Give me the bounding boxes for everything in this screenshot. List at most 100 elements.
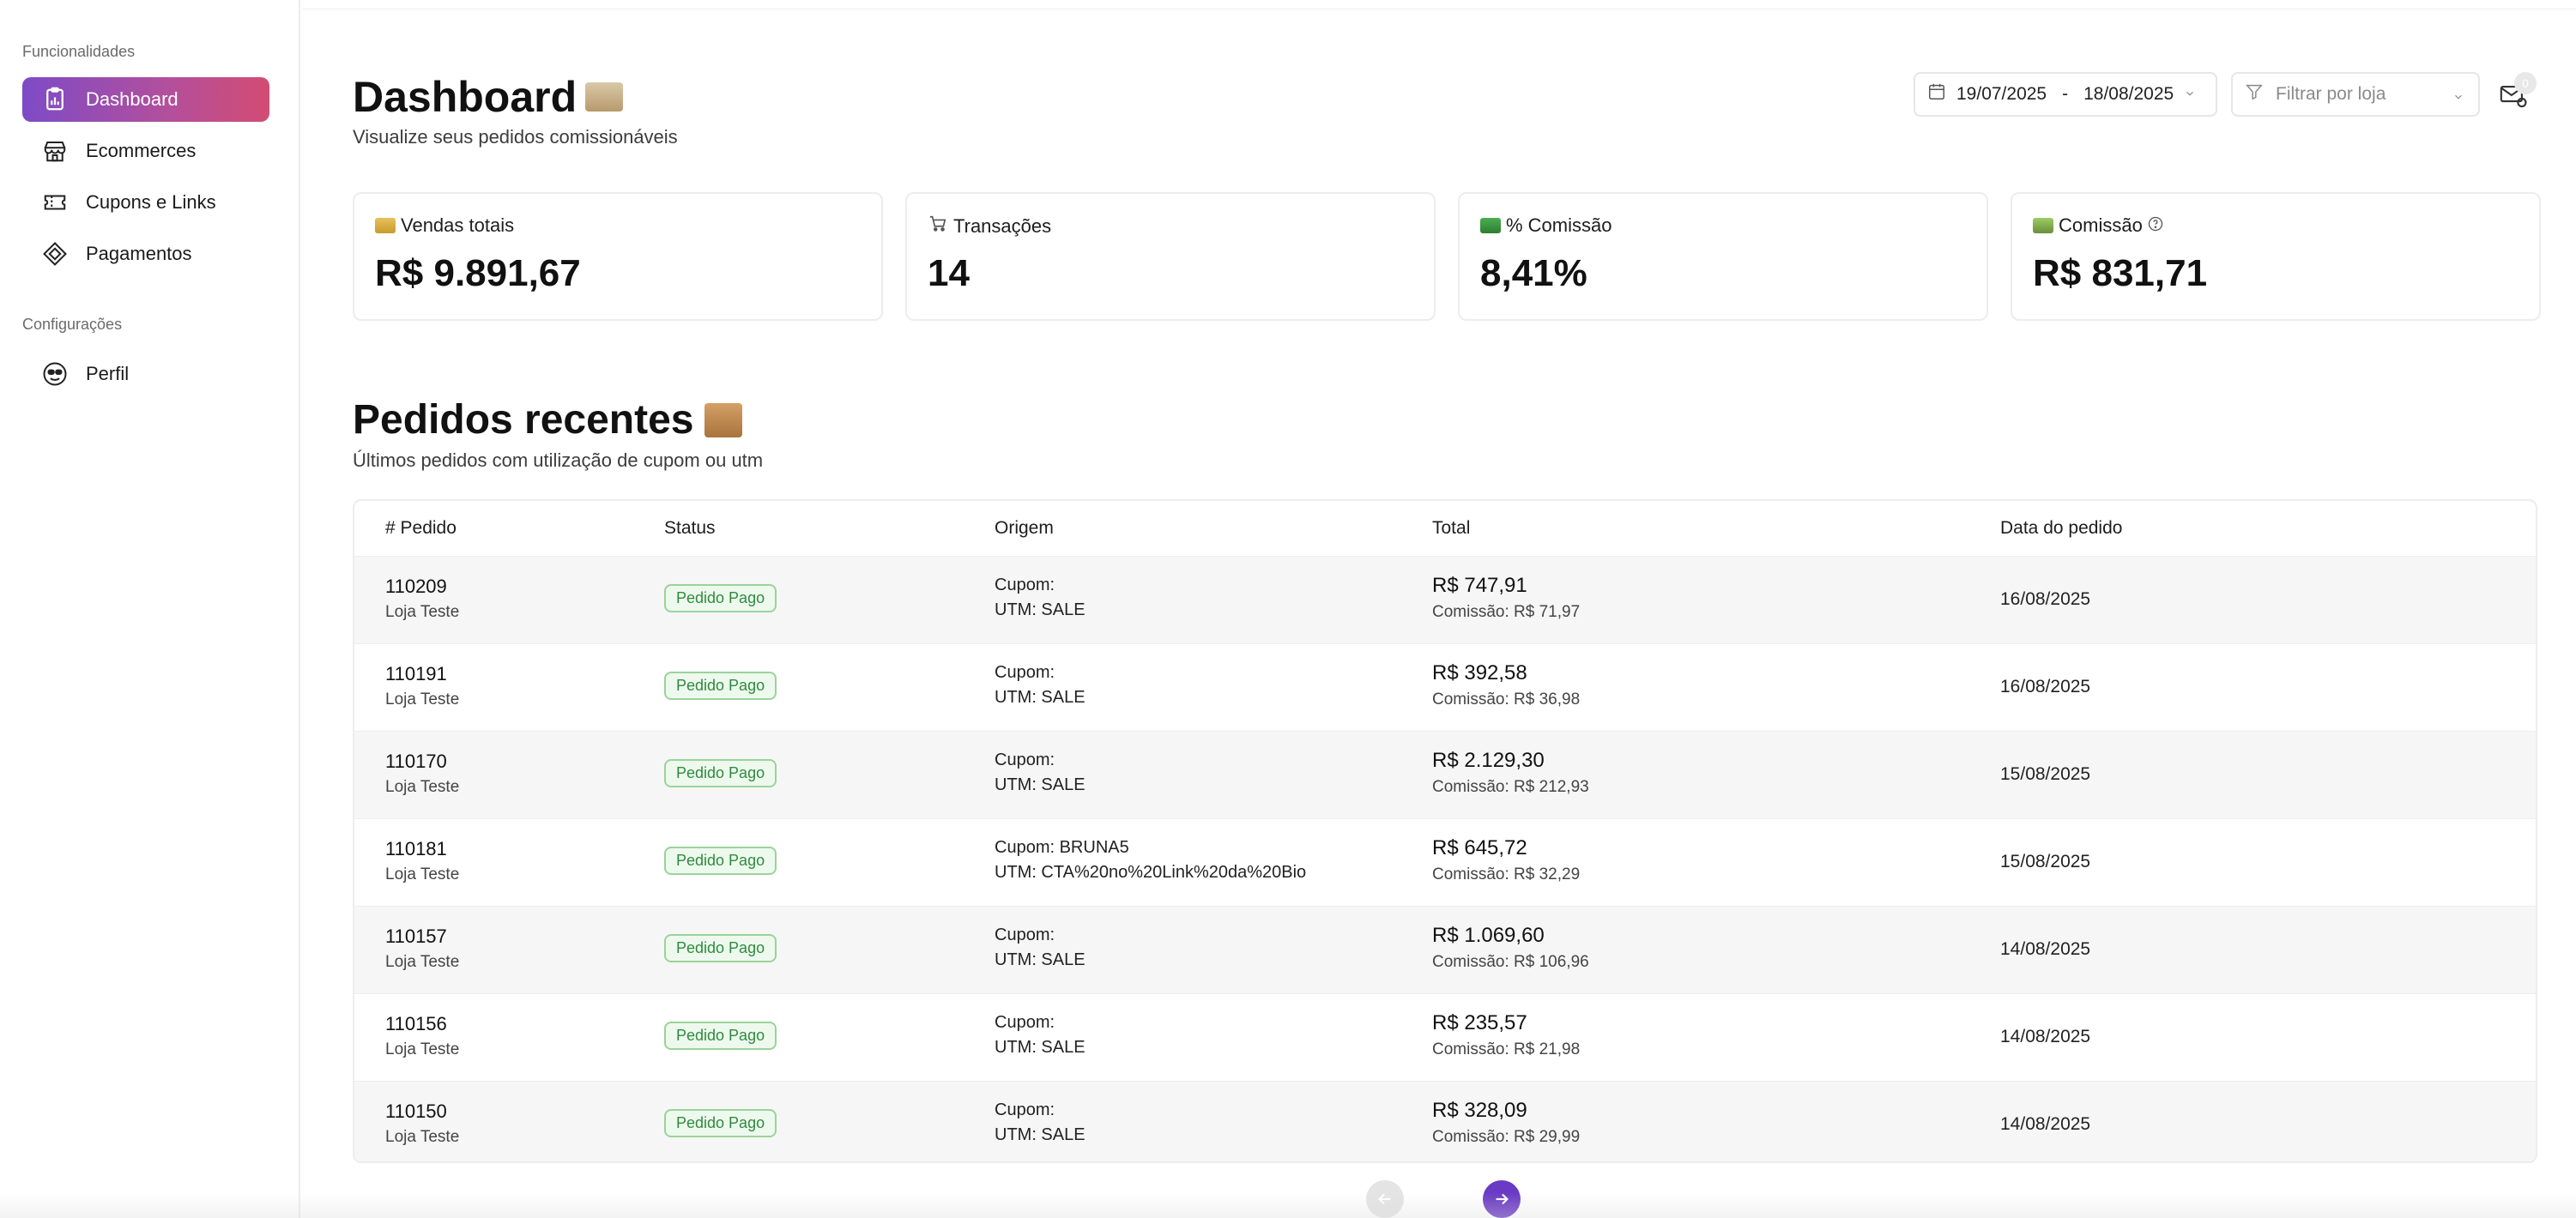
filter-icon (2245, 82, 2264, 106)
order-id: 110157 (385, 926, 447, 947)
table-row[interactable]: 110157 Loja Teste Pedido Pago Cupom: UTM: SA… (354, 906, 2536, 993)
store-filter-placeholder: Filtrar por loja (2276, 84, 2386, 104)
order-id: 110191 (385, 663, 447, 684)
bottom-fade (0, 1192, 2576, 1218)
notification-count-badge: 0 (2514, 72, 2537, 94)
origin-coupon: Cupom: (995, 926, 1055, 944)
money-emoji-icon (1480, 218, 1501, 233)
status-badge: Pedido Pago (664, 1022, 777, 1050)
column-header-status: Status (664, 518, 716, 538)
date-cell: 16/08/2025 (2000, 677, 2090, 697)
date-cell: 14/08/2025 (2000, 1114, 2090, 1135)
sidebar-item-perfil[interactable]: Perfil (22, 352, 269, 396)
store-filter-select[interactable]: Filtrar por loja (2231, 72, 2480, 117)
status-badge: Pedido Pago (664, 584, 777, 612)
origin-cell: Cupom: UTM: SALE (995, 751, 1085, 795)
sidebar-item-label: Ecommerces (86, 140, 197, 161)
order-date: 14/08/2025 (2000, 1114, 2091, 1134)
status-cell: Pedido Pago (664, 672, 777, 700)
origin-cell: Cupom: UTM: SALE (995, 663, 1085, 708)
stat-label-text: Vendas totais (401, 214, 515, 236)
chevron-down-icon (2452, 87, 2464, 108)
order-total: R$ 328,09 (1432, 1099, 1527, 1122)
order-store: Loja Teste (385, 1040, 460, 1058)
status-badge: Pedido Pago (664, 847, 777, 875)
order-date: 14/08/2025 (2000, 939, 2091, 959)
sidebar-item-label: Dashboard (86, 88, 178, 110)
order-commission: Comissão: R$ 106,96 (1432, 953, 1589, 971)
order-total: R$ 392,58 (1432, 661, 1527, 684)
stat-card-comissao: Comissão R$ 831,71 (2011, 192, 2541, 321)
sidebar-item-pagamentos[interactable]: Pagamentos (22, 232, 269, 276)
order-cell: 110156 Loja Teste (385, 1013, 459, 1059)
stat-value: R$ 9.891,67 (375, 252, 581, 294)
sidebar-item-ecommerces[interactable]: Ecommerces (22, 129, 269, 173)
status-badge: Pedido Pago (664, 934, 777, 962)
status-badge: Pedido Pago (664, 1109, 777, 1137)
orders-subtitle: Últimos pedidos com utilização de cupom … (353, 449, 764, 471)
arrow-left-icon (1378, 1193, 1391, 1205)
page-subtitle: Visualize seus pedidos comissionáveis (353, 126, 678, 148)
total-cell: R$ 235,57 Comissão: R$ 21,98 (1432, 1011, 1580, 1059)
order-cell: 110181 Loja Teste (385, 838, 459, 884)
date-cell: 15/08/2025 (2000, 764, 2090, 785)
page-title-text: Dashboard (353, 73, 577, 121)
origin-cell: Cupom: UTM: SALE (995, 1100, 1085, 1145)
sidebar-item-label: Perfil (86, 363, 130, 384)
order-cell: 110209 Loja Teste (385, 576, 459, 622)
stat-label-text: % Comissão (1506, 214, 1612, 236)
table-row[interactable]: 110191 Loja Teste Pedido Pago Cupom: UTM: SA… (354, 643, 2536, 731)
sidebar-section-features: Funcionalidades (22, 43, 136, 60)
stat-label: Vendas totais (375, 214, 514, 237)
order-date: 16/08/2025 (2000, 677, 2091, 696)
stat-value: 14 (928, 252, 970, 294)
orders-table: # Pedido Status Origem Total Data do ped… (353, 499, 2537, 1163)
order-commission: Comissão: R$ 29,99 (1432, 1128, 1581, 1146)
table-row[interactable]: 110209 Loja Teste Pedido Pago Cupom: UTM: SA… (354, 556, 2536, 643)
order-store: Loja Teste (385, 778, 460, 796)
face-icon (41, 360, 69, 388)
table-row[interactable]: 110150 Loja Teste Pedido Pago Cupom: UTM: SA… (354, 1081, 2536, 1161)
table-row[interactable]: 110156 Loja Teste Pedido Pago Cupom: UTM: SA… (354, 993, 2536, 1081)
order-date: 16/08/2025 (2000, 589, 2091, 609)
pagination-next-button[interactable] (1483, 1180, 1521, 1218)
table-row[interactable]: 110170 Loja Teste Pedido Pago Cupom: UTM: SA… (354, 731, 2536, 818)
origin-utm: UTM: CTA%20no%20Link%20da%20Bio (995, 863, 1307, 882)
origin-coupon: Cupom: (995, 1100, 1055, 1119)
date-separator: - (2062, 84, 2069, 104)
order-cell: 110157 Loja Teste (385, 926, 459, 972)
date-cell: 16/08/2025 (2000, 589, 2090, 610)
total-cell: R$ 2.129,30 Comissão: R$ 212,93 (1432, 749, 1589, 797)
date-range-picker[interactable]: 19/07/2025 - 18/08/2025 (1914, 72, 2217, 117)
sidebar-item-dashboard[interactable]: Dashboard (22, 77, 269, 122)
order-cell: 110191 Loja Teste (385, 663, 459, 709)
stat-card-vendas-totais: Vendas totais R$ 9.891,67 (353, 192, 883, 321)
arrow-right-icon (1496, 1193, 1509, 1205)
sidebar-item-label: Cupons e Links (86, 191, 216, 213)
pagination-prev-button[interactable] (1366, 1180, 1404, 1218)
diamond-icon (41, 240, 69, 268)
clapperboard-emoji-icon (585, 82, 624, 112)
total-cell: R$ 1.069,60 Comissão: R$ 106,96 (1432, 924, 1589, 972)
store-icon (41, 137, 69, 165)
origin-cell: Cupom: UTM: SALE (995, 1013, 1085, 1058)
order-total: R$ 2.129,30 (1432, 749, 1545, 772)
orders-title-text: Pedidos recentes (353, 397, 694, 443)
order-store: Loja Teste (385, 1128, 460, 1146)
order-total: R$ 1.069,60 (1432, 924, 1545, 947)
origin-coupon: Cupom: (995, 1013, 1055, 1032)
cart-emoji-icon (928, 214, 948, 238)
help-icon[interactable] (2148, 214, 2163, 237)
stat-label: Comissão (2033, 214, 2163, 237)
page-title: Dashboard (353, 72, 624, 122)
table-row[interactable]: 110181 Loja Teste Pedido Pago Cupom: BRUNA5… (354, 818, 2536, 906)
column-header-total: Total (1432, 518, 1471, 538)
total-cell: R$ 747,91 Comissão: R$ 71,97 (1432, 574, 1580, 622)
stat-card-transacoes: Transações 14 (905, 192, 1436, 321)
sidebar-item-cupons-links[interactable]: Cupons e Links (22, 180, 269, 225)
order-cell: 110150 Loja Teste (385, 1100, 459, 1147)
date-end: 18/08/2025 (2083, 84, 2174, 104)
package-emoji-icon (704, 402, 742, 437)
ticket-icon (41, 189, 69, 216)
order-date: 15/08/2025 (2000, 764, 2091, 784)
